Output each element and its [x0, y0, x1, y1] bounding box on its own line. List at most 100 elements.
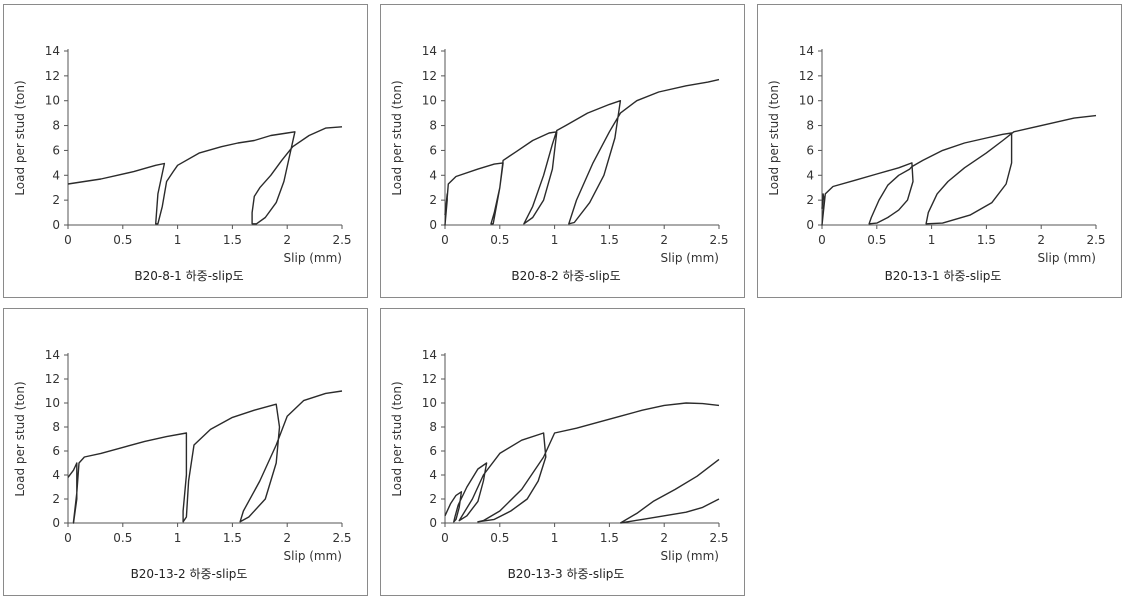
chart-svg-2: 0 2 4 6 8 10 12 14 0 0.5 1 1.5 2 2.5 Slip (mm) Load per…: [390, 44, 729, 283]
x-tick-label: 0: [64, 233, 72, 247]
x-tick-label: 1: [174, 233, 182, 247]
y-tick-label: 2: [52, 193, 60, 207]
y-tick-label: 8: [52, 420, 60, 434]
y-tick-label: 12: [799, 69, 814, 83]
x-tick-label: 2: [1037, 233, 1045, 247]
x-tick-label: 1.5: [600, 233, 619, 247]
y-tick-label: 10: [45, 94, 60, 108]
y-tick-label: 6: [52, 143, 60, 157]
chart-caption: B20-13-1 하중-slip도: [885, 269, 1002, 283]
chart-panel-2: 0 2 4 6 8 10 12 14 0 0.5 1 1.5 2 2.5 Slip (mm) Load per…: [380, 4, 745, 298]
y-tick-label: 10: [422, 94, 437, 108]
load-slip-curve-3: [620, 498, 720, 524]
x-tick-label: 2: [283, 531, 291, 545]
chart-panel-4: 0 2 4 6 8 10 12 14 0 0.5 1 1.5 2 2.5 Slip (mm) Load per…: [3, 308, 368, 596]
x-tick-label: 0.5: [490, 531, 509, 545]
chart-panel-1: 0 2 4 6 8 10 12 14 0 0.5 1 1.5 2 2.5 Slip (mm) Load per…: [3, 4, 368, 298]
y-axis-label: Load per stud (ton): [390, 381, 404, 496]
x-tick-label: 1.5: [223, 233, 242, 247]
y-tick-label: 0: [806, 218, 814, 232]
load-slip-curve-2: [620, 458, 720, 524]
x-tick-label: 2.5: [332, 531, 351, 545]
y-tick-label: 4: [806, 168, 814, 182]
x-axis-label: Slip (mm): [661, 549, 719, 563]
load-slip-curve-1: [821, 114, 1097, 226]
x-tick-label: 0.5: [113, 233, 132, 247]
y-tick-label: 12: [45, 69, 60, 83]
axis-lines: [821, 49, 1096, 226]
x-tick-label: 1.5: [600, 531, 619, 545]
y-tick-label: 10: [45, 396, 60, 410]
y-tick-label: 10: [422, 396, 437, 410]
x-tick-label: 0.5: [113, 531, 132, 545]
x-tick-label: 1: [551, 531, 559, 545]
y-tick-label: 12: [422, 69, 437, 83]
y-tick-label: 0: [52, 516, 60, 530]
y-tick-label: 12: [45, 372, 60, 386]
x-axis-label: Slip (mm): [284, 549, 342, 563]
y-tick-label: 4: [52, 168, 60, 182]
axis-lines: [444, 49, 719, 226]
y-tick-label: 6: [429, 444, 437, 458]
y-tick-label: 14: [422, 44, 437, 58]
y-tick-label: 8: [429, 119, 437, 133]
x-tick-label: 1.5: [977, 233, 996, 247]
axis-lines: [444, 353, 719, 524]
x-tick-label: 1: [928, 233, 936, 247]
y-tick-label: 6: [52, 444, 60, 458]
x-axis-label: Slip (mm): [284, 251, 342, 265]
x-axis-label: Slip (mm): [1038, 251, 1096, 265]
y-tick-label: 2: [429, 492, 437, 506]
y-axis-label: Load per stud (ton): [767, 80, 781, 195]
chart-svg-1: 0 2 4 6 8 10 12 14 0 0.5 1 1.5 2 2.5 Slip (mm) Load per…: [13, 44, 352, 283]
x-tick-label: 0.5: [490, 233, 509, 247]
load-slip-curve-1: [67, 126, 343, 225]
chart-caption: B20-13-3 하중-slip도: [508, 567, 625, 581]
y-tick-label: 14: [45, 44, 60, 58]
x-tick-label: 2.5: [709, 531, 728, 545]
chart-svg-3: 0 2 4 6 8 10 12 14 0 0.5 1 1.5 2 2.5 Slip (mm) Load per…: [767, 44, 1106, 283]
y-tick-label: 2: [429, 193, 437, 207]
y-tick-label: 0: [429, 218, 437, 232]
y-tick-label: 6: [806, 143, 814, 157]
y-tick-label: 14: [799, 44, 814, 58]
x-tick-label: 0: [441, 233, 449, 247]
load-slip-curve-1: [444, 78, 720, 226]
chart-panel-5: 0 2 4 6 8 10 12 14 0 0.5 1 1.5 2 2.5 Slip (mm) Load per…: [380, 308, 745, 596]
x-tick-label: 2: [660, 233, 668, 247]
x-tick-label: 0: [818, 233, 826, 247]
y-tick-label: 0: [52, 218, 60, 232]
y-tick-label: 12: [422, 372, 437, 386]
y-tick-label: 8: [429, 420, 437, 434]
y-axis-label: Load per stud (ton): [390, 80, 404, 195]
y-tick-label: 14: [45, 348, 60, 362]
y-tick-label: 0: [429, 516, 437, 530]
axis-lines: [67, 353, 342, 524]
y-tick-label: 6: [429, 143, 437, 157]
chart-caption: B20-13-2 하중-slip도: [131, 567, 248, 581]
x-tick-label: 1.5: [223, 531, 242, 545]
y-axis-label: Load per stud (ton): [13, 80, 27, 195]
chart-caption: B20-8-1 하중-slip도: [134, 269, 243, 283]
y-tick-label: 4: [429, 468, 437, 482]
y-tick-label: 14: [422, 348, 437, 362]
load-slip-curve-1: [444, 402, 720, 523]
y-tick-label: 4: [52, 468, 60, 482]
x-tick-label: 2.5: [1086, 233, 1105, 247]
axis-lines: [67, 49, 342, 226]
x-tick-label: 1: [174, 531, 182, 545]
x-tick-label: 2: [283, 233, 291, 247]
y-tick-label: 10: [799, 94, 814, 108]
chart-panel-3: 0 2 4 6 8 10 12 14 0 0.5 1 1.5 2 2.5 Slip (mm) Load per…: [757, 4, 1122, 298]
y-tick-label: 2: [52, 492, 60, 506]
x-tick-label: 0: [64, 531, 72, 545]
y-tick-label: 4: [429, 168, 437, 182]
y-axis-label: Load per stud (ton): [13, 381, 27, 496]
y-tick-label: 8: [806, 119, 814, 133]
x-tick-label: 2: [660, 531, 668, 545]
x-tick-label: 0.5: [867, 233, 886, 247]
y-tick-label: 8: [52, 119, 60, 133]
x-axis-label: Slip (mm): [661, 251, 719, 265]
x-tick-label: 0: [441, 531, 449, 545]
chart-caption: B20-8-2 하중-slip도: [511, 269, 620, 283]
